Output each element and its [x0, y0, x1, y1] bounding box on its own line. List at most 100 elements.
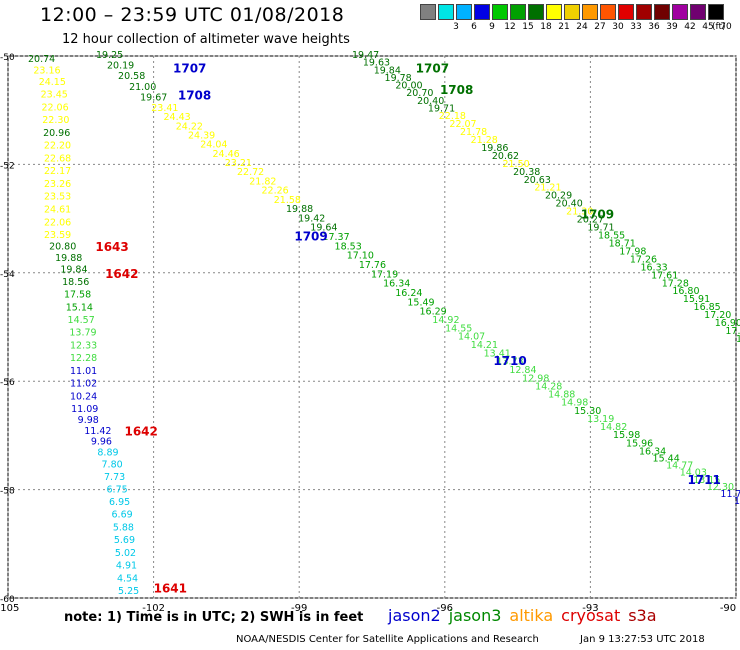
latitude-label: -60 [0, 595, 15, 605]
wave-height-value: 24.39 [188, 131, 215, 142]
wave-height-value: 20.58 [118, 71, 145, 82]
wave-height-value: 19.71 [587, 223, 614, 234]
wave-height-value: 14.28 [535, 381, 562, 392]
wave-height-value: 18.53 [335, 241, 362, 252]
wave-height-value: 13.73 [496, 357, 523, 368]
wave-height-value: 11.42 [84, 426, 111, 437]
wave-height-value: 19.25 [96, 50, 123, 61]
wave-height-value: 13.15 [693, 475, 720, 486]
wave-height-value: 14.07 [458, 332, 485, 343]
wave-height-value: 22.20 [44, 141, 71, 152]
pass-time-label: 1642 [124, 424, 157, 438]
wave-height-value: 24.15 [39, 77, 66, 88]
wave-height-value: 19.84 [374, 65, 401, 76]
legend-label: 12 [504, 22, 516, 32]
wave-height-value: 23.16 [33, 66, 60, 77]
wave-height-value: 21.78 [460, 127, 487, 138]
wave-height-value: 21.82 [249, 176, 276, 187]
wave-height-value: 14.88 [548, 390, 575, 401]
pass-time-label: 1707 [173, 61, 206, 75]
wave-height-value: 14.55 [445, 323, 472, 334]
pass-time-label: 1643 [95, 240, 128, 254]
wave-height-value: 20.40 [556, 199, 583, 210]
wave-height-value: 17 [736, 334, 740, 345]
wave-height-value: 17.19 [371, 269, 398, 280]
wave-height-value: 21.21 [534, 183, 561, 194]
wave-height-value: 24.46 [212, 149, 239, 160]
wave-height-value: 23.21 [225, 158, 252, 169]
wave-height-value: 20.74 [28, 54, 55, 65]
longitude-label: -105 [0, 603, 19, 614]
legend-label: 36 [648, 22, 660, 32]
wave-height-value: 12.28 [70, 353, 97, 364]
wave-height-value: 20.38 [513, 167, 540, 178]
latitude-label: -54 [0, 270, 15, 280]
wave-height-value: 18.56 [62, 277, 89, 288]
legend-label: 21 [558, 22, 570, 32]
wave-height-value: 14.03 [680, 468, 707, 479]
wave-height-value: 17.10 [347, 251, 374, 262]
longitude-label: -99 [291, 603, 307, 614]
legend-label: 9 [489, 22, 495, 32]
longitude-label: -93 [582, 603, 598, 614]
longitude-label: -90 [720, 603, 736, 614]
wave-height-value: 20.62 [492, 151, 519, 162]
satellite-legend: jason2 jason3 altika cryosat s3a [388, 606, 665, 625]
wave-height-value: 17.98 [619, 246, 646, 257]
wave-height-value: 7.73 [104, 472, 125, 483]
wave-height-value: 20.27 [577, 215, 604, 226]
wave-height-value: 12.84 [509, 365, 536, 376]
wave-height-value: 17.28 [662, 278, 689, 289]
wave-height-value: 21.58 [274, 195, 301, 206]
legend-swatch [672, 4, 688, 20]
footnote: note: 1) Time is in UTC; 2) SWH is in fe… [64, 610, 364, 625]
wave-height-value: 20.96 [43, 128, 70, 139]
wave-height-value: 19.42 [298, 213, 325, 224]
wave-height-value: 4.91 [116, 561, 137, 572]
pass-time-label: 1710 [493, 354, 526, 368]
legend-swatch [636, 4, 652, 20]
wave-height-value: 16.33 [640, 262, 667, 273]
legend-label: 27 [594, 22, 606, 32]
wave-height-value: 22.07 [449, 119, 476, 130]
wave-height-value: 17.37 [322, 232, 349, 243]
wave-height-value: 21.28 [471, 135, 498, 146]
wave-height-value: 19.71 [428, 103, 455, 114]
legend-swatch [690, 4, 706, 20]
wave-height-value: 20.19 [107, 61, 134, 72]
longitude-label: -96 [437, 603, 453, 614]
wave-height-value: 20.70 [406, 88, 433, 99]
legend-label: 33 [630, 22, 642, 32]
wave-height-value: 23.45 [41, 90, 68, 101]
legend-swatch [708, 4, 724, 20]
wave-height-value: 23.41 [151, 103, 178, 114]
wave-height-value: 7.80 [102, 460, 123, 471]
wave-height-value: 19.88 [286, 204, 313, 215]
wave-height-value: 11 [734, 496, 740, 507]
wave-height-value: 17.26 [630, 254, 657, 265]
wave-height-value: 17.61 [651, 270, 678, 281]
wave-height-value: 17.58 [64, 290, 91, 301]
legend-swatch [600, 4, 616, 20]
legend-label: 24 [576, 22, 588, 32]
wave-height-value: 5.02 [115, 548, 136, 559]
legend-label: 18 [540, 22, 552, 32]
legend-label: 70 [720, 22, 732, 32]
legend-swatch [582, 4, 598, 20]
pass-time-label: 1709 [581, 208, 614, 222]
wave-height-value: 19.78 [385, 73, 412, 84]
wave-height-value: 19.64 [310, 223, 337, 234]
wave-height-value: 14.57 [68, 315, 95, 326]
pass-time-label: 1707 [416, 61, 449, 75]
legend-label: 39 [666, 22, 678, 32]
wave-height-value: 17.14 [725, 326, 740, 337]
wave-height-value: 15.44 [653, 454, 680, 465]
wave-height-value: 12.98 [522, 373, 549, 384]
wave-height-value: 19.84 [60, 264, 87, 275]
wave-height-value: 15.49 [407, 297, 434, 308]
wave-height-value: 8.89 [97, 448, 118, 459]
wave-height-value: 16.34 [383, 279, 410, 290]
wave-height-value: 16.29 [419, 307, 446, 318]
credit-line: NOAA/NESDIS Center for Satellite Applica… [236, 634, 539, 645]
